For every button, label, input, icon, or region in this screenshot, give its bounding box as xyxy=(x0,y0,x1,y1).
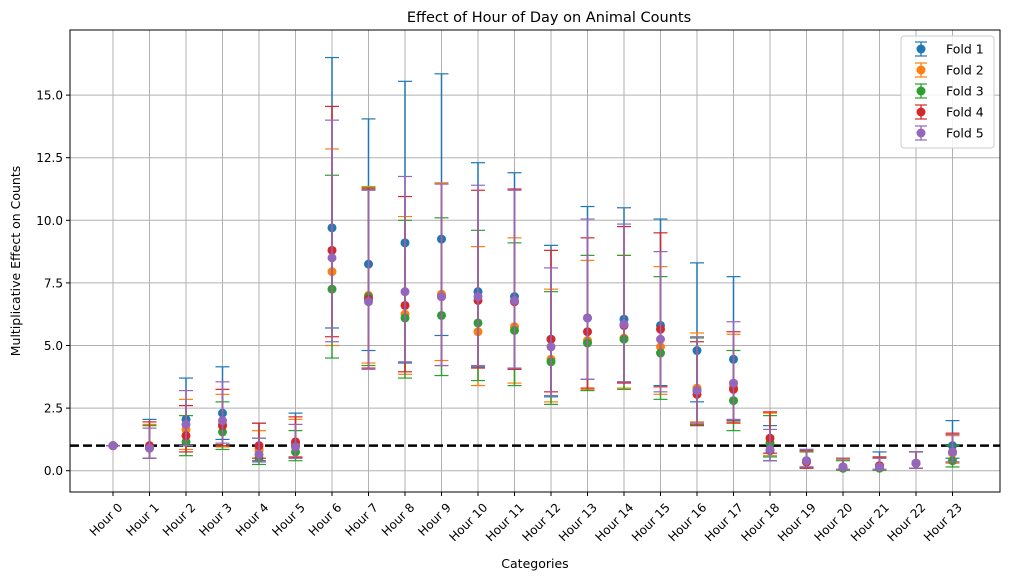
data-point xyxy=(364,297,373,307)
y-tick-label: 12.5 xyxy=(36,151,63,165)
legend: Fold 1 Fold 2 Fold 3 Fold 4 Fold 5 xyxy=(900,35,995,149)
data-point xyxy=(911,458,921,468)
y-tick-label: 0.0 xyxy=(44,464,63,478)
data-point xyxy=(838,462,848,472)
series-1 xyxy=(106,56,960,472)
x-tick-label: Hour 10 xyxy=(447,500,491,544)
series-layer xyxy=(106,56,960,473)
x-tick-label: Hour 13 xyxy=(556,500,600,544)
x-tick-label: Hour 0 xyxy=(87,500,125,538)
legend-marker xyxy=(916,44,926,54)
data-point xyxy=(254,449,264,459)
y-tick-label: 7.5 xyxy=(44,276,63,290)
data-point xyxy=(583,313,592,323)
data-point xyxy=(546,342,556,352)
legend-marker xyxy=(916,107,926,117)
x-tick-label: Hour 21 xyxy=(848,500,892,544)
x-tick-label: Hour 1 xyxy=(123,500,161,538)
x-tick-label: Hour 2 xyxy=(160,500,198,538)
plot-area-frame xyxy=(69,29,1001,493)
data-point xyxy=(108,441,118,451)
x-tick-label: Hour 12 xyxy=(520,500,564,544)
data-point xyxy=(619,319,629,329)
y-axis-label: Multiplicative Effect on Counts xyxy=(8,166,23,357)
series-2 xyxy=(106,148,960,473)
legend-item: Fold 5 xyxy=(915,125,984,141)
legend-label: Fold 4 xyxy=(946,105,984,120)
legend-item: Fold 1 xyxy=(915,41,984,57)
series-5 xyxy=(106,119,960,472)
data-point xyxy=(765,444,775,454)
data-point xyxy=(692,386,702,396)
x-tick-label: Hour 15 xyxy=(629,500,673,544)
data-point xyxy=(948,447,957,457)
data-point xyxy=(400,287,410,297)
data-point xyxy=(729,378,738,388)
legend-marker xyxy=(916,86,926,96)
legend-label: Fold 2 xyxy=(946,63,984,78)
legend-marker xyxy=(916,128,926,138)
legend-item: Fold 2 xyxy=(915,62,984,78)
x-tick-label: Hour 3 xyxy=(196,500,234,538)
series-4 xyxy=(106,105,960,472)
data-point xyxy=(218,416,227,426)
y-tick-label: 5.0 xyxy=(44,339,63,353)
x-tick-label: Hour 18 xyxy=(739,500,783,544)
data-point xyxy=(875,462,884,472)
y-tick-label: 10.0 xyxy=(36,214,63,228)
x-tick-label: Hour 8 xyxy=(379,500,417,538)
legend-marker xyxy=(916,65,926,75)
x-tick-label: Hour 11 xyxy=(483,500,527,544)
y-tick-label: 2.5 xyxy=(44,402,63,416)
data-point xyxy=(181,419,191,429)
y-tick-label: 15.0 xyxy=(36,89,63,103)
data-point xyxy=(327,253,337,263)
data-point xyxy=(510,295,519,305)
x-tick-label: Hour 23 xyxy=(921,500,965,544)
grid-lines xyxy=(70,30,1000,492)
x-tick-label: Hour 20 xyxy=(812,500,856,544)
x-tick-label: Hour 17 xyxy=(702,500,746,544)
x-tick-label: Hour 5 xyxy=(269,500,307,538)
data-point xyxy=(656,334,665,344)
data-point xyxy=(802,456,811,466)
data-point xyxy=(291,442,300,452)
legend-label: Fold 1 xyxy=(946,42,984,57)
data-point xyxy=(145,443,154,453)
legend-item: Fold 3 xyxy=(915,83,984,99)
chart-title: Effect of Hour of Day on Animal Counts xyxy=(407,10,691,26)
x-tick-label: Hour 19 xyxy=(775,500,819,544)
data-point xyxy=(473,292,483,302)
x-tick-label: Hour 4 xyxy=(233,500,271,538)
legend-label: Fold 3 xyxy=(946,84,984,99)
x-axis-label: Categories xyxy=(501,556,568,571)
legend-label: Fold 5 xyxy=(946,126,984,141)
x-tick-label: Hour 16 xyxy=(666,500,710,544)
x-tick-label: Hour 6 xyxy=(306,500,344,538)
x-tick-label: Hour 22 xyxy=(885,500,929,544)
legend-item: Fold 4 xyxy=(915,104,984,120)
y-axis: 0.0 2.5 5.0 7.5 10.0 12.5 15.0 xyxy=(36,89,70,478)
x-tick-label: Hour 7 xyxy=(342,500,380,538)
x-tick-label: Hour 14 xyxy=(593,500,637,544)
data-point xyxy=(437,292,446,302)
legend-frame xyxy=(900,35,995,149)
